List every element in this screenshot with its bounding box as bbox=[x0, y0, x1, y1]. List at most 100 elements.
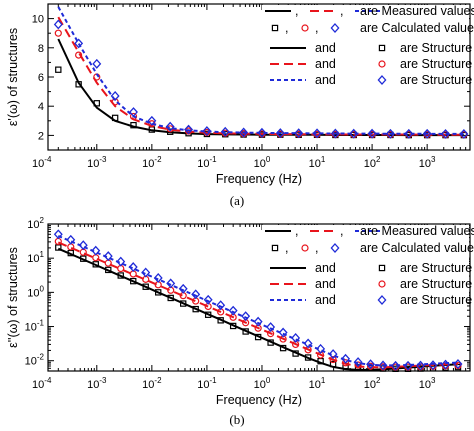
measured-point bbox=[167, 294, 174, 302]
measured-point bbox=[116, 256, 126, 267]
legend-entry-text-2: are Structure 2 bbox=[400, 277, 474, 291]
x-tick-label-base: 10 bbox=[32, 379, 44, 391]
measured-point bbox=[266, 322, 276, 333]
panel-b-caption: (b) bbox=[229, 412, 244, 427]
measured-point bbox=[147, 115, 157, 126]
measured-point bbox=[92, 261, 99, 268]
y-tick-label: 10-1 bbox=[25, 319, 45, 334]
measured-point bbox=[103, 251, 113, 262]
y-tick-label: 6 bbox=[38, 72, 44, 84]
measured-point bbox=[203, 294, 213, 305]
x-tick-label: 103 bbox=[419, 155, 436, 170]
legend-separator: , bbox=[295, 4, 298, 18]
legend-and-label: and bbox=[315, 261, 336, 275]
measured-point bbox=[404, 128, 414, 139]
series-3 bbox=[53, 6, 469, 139]
measured-point bbox=[191, 289, 201, 300]
legend-background bbox=[262, 5, 469, 79]
x-tick-label-exponent: 0 bbox=[266, 155, 271, 164]
measured-point bbox=[74, 38, 84, 49]
measured-point bbox=[204, 311, 212, 318]
measured-point bbox=[93, 100, 100, 107]
measured-point bbox=[278, 327, 288, 338]
x-tick-label: 100 bbox=[254, 155, 271, 170]
measured-point bbox=[254, 333, 262, 341]
legend-entry-marker-3 bbox=[377, 75, 387, 85]
measured-point bbox=[366, 362, 375, 370]
x-axis-label: Frequency (Hz) bbox=[216, 172, 302, 186]
measured-point bbox=[53, 229, 63, 240]
x-tick-label-exponent: 0 bbox=[266, 376, 271, 385]
plot-frame bbox=[47, 3, 471, 151]
legend-entry-text-3: are Structure 3 bbox=[400, 293, 474, 307]
x-tick-label-base: 10 bbox=[419, 158, 431, 170]
legend-and-label: and bbox=[315, 57, 336, 71]
measured-point bbox=[316, 343, 326, 354]
x-tick-label-base: 10 bbox=[309, 379, 321, 391]
measured-point bbox=[192, 305, 199, 313]
measured-point bbox=[142, 283, 149, 290]
panel-a-chart: 10-4 10-3 10-2 10-1 100 101 102 103246810Freque… bbox=[6, 3, 474, 186]
measured-point bbox=[330, 128, 340, 139]
x-tick-label-exponent: -1 bbox=[209, 155, 217, 164]
series-3 bbox=[53, 229, 463, 371]
measured-point bbox=[110, 91, 120, 101]
y-tick-label: 101 bbox=[27, 250, 44, 265]
x-tick-label-exponent: -1 bbox=[209, 376, 217, 385]
measured-point bbox=[329, 355, 337, 364]
series-1 bbox=[55, 244, 462, 372]
panel-b-chart: 10-4 10-3 10-2 10-1 100 101 102 10310-210-11001… bbox=[6, 216, 474, 407]
measured-point bbox=[179, 300, 187, 307]
measured-point bbox=[91, 245, 101, 256]
measured-point bbox=[216, 300, 226, 311]
calculated-curve-structure-3 bbox=[57, 234, 459, 367]
legend-measured-text: are Measured values bbox=[360, 4, 474, 18]
legend-separator: , bbox=[295, 224, 298, 238]
measured-point bbox=[378, 360, 388, 371]
legend-entry-marker-2 bbox=[378, 60, 386, 68]
x-tick-label-exponent: 2 bbox=[376, 155, 381, 164]
x-tick-label-exponent: 2 bbox=[376, 376, 381, 385]
x-tick-label-exponent: -4 bbox=[44, 155, 52, 164]
measured-point bbox=[165, 121, 175, 132]
x-tick-label-base: 10 bbox=[87, 158, 99, 170]
y-tick-label: 4 bbox=[38, 101, 44, 113]
measured-point bbox=[459, 128, 469, 139]
measured-point bbox=[155, 289, 162, 296]
legend-separator: , bbox=[285, 21, 288, 35]
measured-point bbox=[141, 267, 151, 278]
measured-point bbox=[441, 359, 450, 370]
y-axis-label: ε'(ω) of structures bbox=[6, 28, 20, 126]
calculated-curve-structure-2 bbox=[57, 241, 459, 369]
measured-point bbox=[202, 126, 212, 136]
x-tick-label: 100 bbox=[254, 376, 271, 391]
measured-point bbox=[292, 350, 299, 357]
x-tick-label-base: 10 bbox=[197, 379, 209, 391]
measured-point bbox=[153, 272, 163, 283]
measured-point bbox=[229, 322, 237, 330]
measured-point bbox=[67, 243, 75, 251]
measured-point bbox=[441, 128, 450, 139]
measured-point bbox=[303, 338, 313, 349]
x-tick-label-base: 10 bbox=[87, 379, 99, 391]
x-tick-label: 10-3 bbox=[87, 155, 107, 170]
measured-point bbox=[241, 311, 251, 322]
legend-entry-text-3: are Structure 3 bbox=[400, 73, 474, 87]
measured-point bbox=[53, 19, 63, 30]
measured-point bbox=[75, 81, 82, 88]
measured-point bbox=[220, 126, 230, 137]
x-tick-label: 10-2 bbox=[142, 376, 162, 391]
measured-point bbox=[129, 112, 138, 121]
measured-point bbox=[366, 359, 376, 370]
measured-point bbox=[80, 255, 87, 262]
legend-calculated-text: are Calculated values bbox=[360, 241, 474, 255]
y-tick-label-exponent: -2 bbox=[37, 353, 45, 362]
x-tick-label-base: 10 bbox=[254, 158, 266, 170]
x-tick-label-exponent: -3 bbox=[99, 376, 107, 385]
panel-a-caption: (a) bbox=[230, 193, 244, 208]
measured-point bbox=[341, 353, 351, 364]
y-tick-label-base: 10 bbox=[25, 322, 37, 334]
measured-point bbox=[403, 360, 413, 371]
measured-point bbox=[178, 283, 188, 294]
y-tick-label: 102 bbox=[27, 216, 44, 231]
